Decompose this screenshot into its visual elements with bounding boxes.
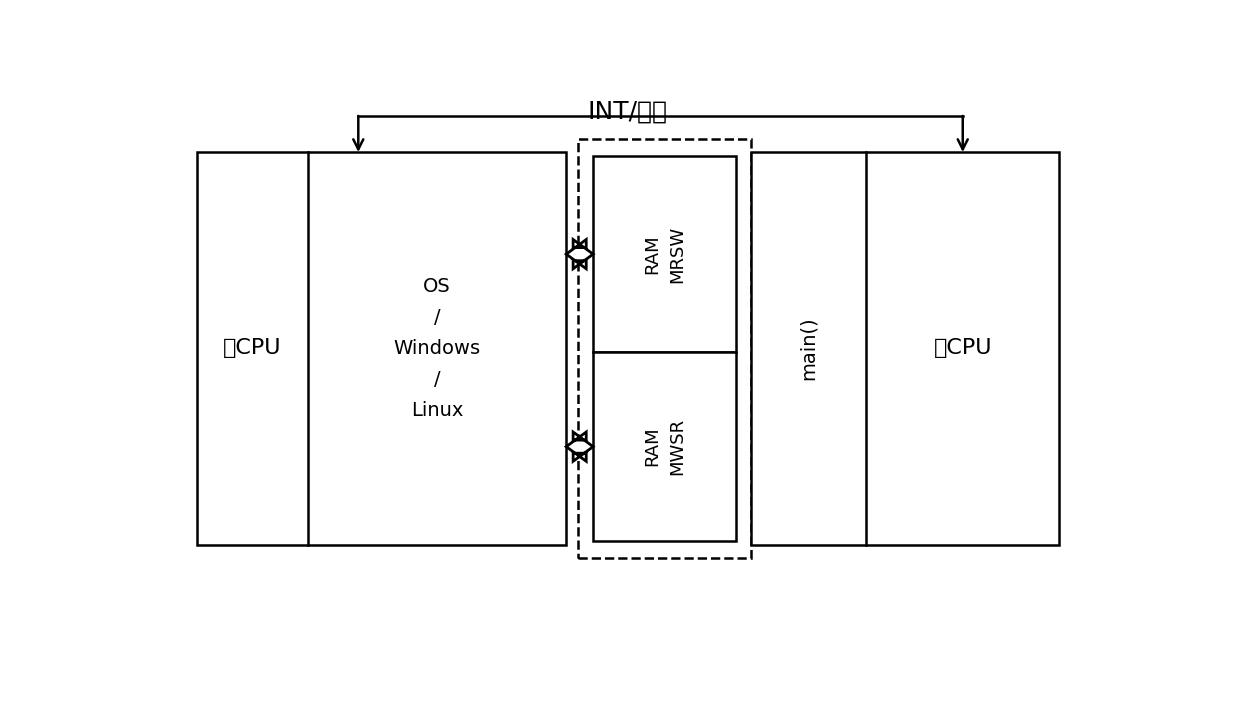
Text: RAM
MWSR: RAM MWSR xyxy=(642,418,686,475)
Text: 从CPU: 从CPU xyxy=(934,338,992,359)
Polygon shape xyxy=(751,152,1059,545)
Text: OS
/
Windows
/
Linux: OS / Windows / Linux xyxy=(393,277,481,420)
Text: main(): main() xyxy=(800,316,818,380)
Polygon shape xyxy=(578,139,751,558)
Polygon shape xyxy=(593,352,735,541)
Polygon shape xyxy=(593,156,735,352)
Polygon shape xyxy=(197,152,567,545)
Polygon shape xyxy=(567,432,593,461)
Text: INT/邮筱: INT/邮筱 xyxy=(588,99,668,123)
Text: 主CPU: 主CPU xyxy=(223,338,281,359)
Polygon shape xyxy=(567,240,593,269)
Text: RAM
MRSW: RAM MRSW xyxy=(642,226,686,283)
